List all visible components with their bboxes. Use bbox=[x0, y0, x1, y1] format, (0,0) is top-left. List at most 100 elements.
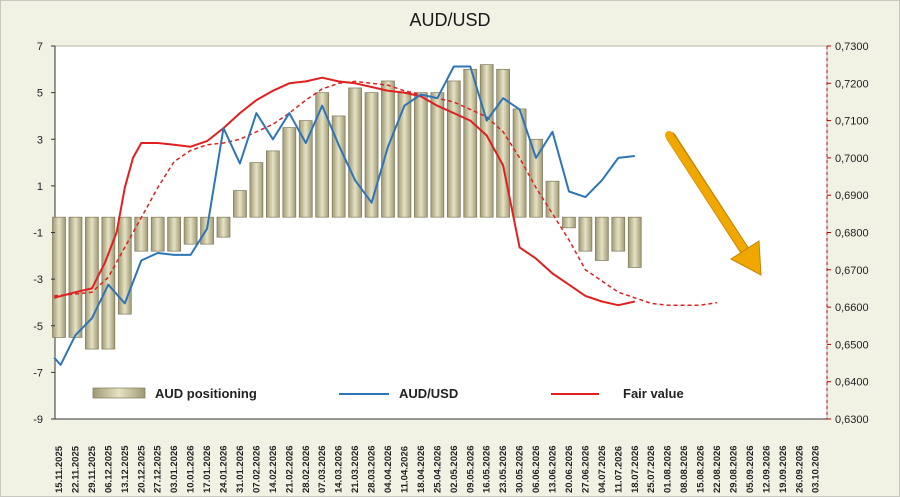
right-tick-label: 0,7100 bbox=[835, 116, 869, 128]
x-tick-label: 23.05.2026 bbox=[498, 445, 509, 493]
x-tick-label: 10.01.2026 bbox=[186, 445, 197, 493]
x-tick-label: 30.05.2026 bbox=[515, 445, 526, 493]
positioning-bar bbox=[627, 216, 642, 268]
positioning-bar bbox=[249, 162, 264, 218]
x-tick-label: 18.07.2026 bbox=[630, 445, 641, 493]
x-tick-label: 08.08.2026 bbox=[679, 445, 690, 493]
x-tick-label: 15.08.2026 bbox=[696, 445, 707, 493]
x-tick-label: 02.05.2026 bbox=[449, 445, 460, 493]
x-tick-label: 19.09.2026 bbox=[778, 445, 789, 493]
positioning-bar bbox=[562, 216, 576, 229]
chart-title: AUD/USD bbox=[409, 10, 490, 30]
positioning-bar bbox=[233, 190, 247, 218]
legend-label-fair-value: Fair value bbox=[623, 386, 684, 401]
legend: AUD positioning AUD/USD Fair value bbox=[92, 386, 684, 401]
x-tick-label: 24.01.2026 bbox=[219, 445, 230, 493]
legend-label-positioning: AUD positioning bbox=[155, 386, 257, 401]
fair-value-line bbox=[53, 76, 636, 307]
x-tick-label: 04.07.2026 bbox=[597, 445, 608, 493]
left-tick-label: -3 bbox=[33, 274, 43, 286]
positioning-bar bbox=[282, 127, 297, 218]
positioning-bar bbox=[167, 216, 181, 252]
x-tick-label: 18.04.2026 bbox=[416, 445, 427, 493]
x-tick-label: 14.03.2026 bbox=[334, 445, 345, 493]
x-tick-label: 13.12.2025 bbox=[120, 445, 131, 493]
arrow-head bbox=[730, 240, 762, 276]
right-tick-label: 0,6600 bbox=[835, 302, 869, 314]
trend-arrow-annotation bbox=[665, 131, 762, 276]
x-tick-label: 06.06.2026 bbox=[531, 445, 542, 493]
legend-label-aud-usd: AUD/USD bbox=[399, 386, 458, 401]
x-tick-label: 15.11.2025 bbox=[54, 445, 65, 493]
arrow-shaft bbox=[665, 131, 747, 252]
x-tick-label: 22.08.2026 bbox=[712, 445, 723, 493]
positioning-bars bbox=[52, 64, 642, 350]
x-tick-label: 28.03.2026 bbox=[367, 445, 378, 493]
positioning-bar bbox=[364, 92, 379, 218]
x-tick-label: 21.02.2026 bbox=[284, 445, 295, 493]
positioning-bar bbox=[266, 150, 280, 218]
x-tick-label: 07.03.2026 bbox=[317, 445, 328, 493]
x-tick-label: 27.06.2026 bbox=[580, 445, 591, 493]
positioning-bar bbox=[545, 180, 560, 218]
left-tick-label: -9 bbox=[33, 414, 43, 426]
positioning-bar bbox=[216, 216, 231, 238]
x-tick-label: 20.12.2025 bbox=[136, 445, 147, 493]
x-tick-label: 03.10.2026 bbox=[811, 445, 822, 493]
right-tick-label: 0,6800 bbox=[835, 228, 869, 240]
positioning-bar bbox=[183, 216, 198, 245]
positioning-bar bbox=[315, 92, 330, 218]
x-tick-label: 14.02.2026 bbox=[268, 445, 279, 493]
positioning-bar bbox=[85, 216, 99, 350]
right-tick-label: 0,6500 bbox=[835, 339, 869, 351]
right-tick-label: 0,6400 bbox=[835, 377, 869, 389]
x-tick-label: 25.04.2026 bbox=[432, 445, 443, 493]
fair-value-dashed-line bbox=[54, 80, 718, 306]
right-tick-label: 0,6900 bbox=[835, 190, 869, 202]
positioning-bar bbox=[414, 92, 428, 218]
x-tick-label: 12.09.2026 bbox=[761, 445, 772, 493]
positioning-bar bbox=[578, 216, 593, 252]
x-tick-label: 11.07.2026 bbox=[613, 446, 624, 493]
positioning-bar bbox=[479, 64, 494, 218]
left-tick-label: 3 bbox=[37, 134, 43, 146]
positioning-bar bbox=[134, 216, 149, 252]
x-tick-label: 07.02.2026 bbox=[251, 445, 262, 493]
x-tick-label: 25.07.2026 bbox=[646, 445, 657, 493]
left-tick-label: 7 bbox=[37, 41, 43, 53]
x-tick-label: 11.04.2026 bbox=[399, 446, 410, 493]
positioning-bar bbox=[101, 216, 116, 350]
x-tick-label: 26.09.2026 bbox=[794, 445, 805, 493]
right-tick-label: 0,7000 bbox=[835, 153, 869, 165]
x-tick-label: 05.09.2026 bbox=[745, 445, 756, 493]
left-tick-label: -5 bbox=[33, 321, 43, 333]
right-tick-label: 0,6300 bbox=[835, 414, 869, 426]
x-tick-label: 29.11.2025 bbox=[87, 445, 98, 493]
positioning-bar bbox=[52, 216, 66, 338]
positioning-bar bbox=[496, 68, 510, 218]
positioning-bar bbox=[331, 115, 346, 218]
x-tick-label: 17.01.2026 bbox=[202, 445, 213, 493]
positioning-bar bbox=[463, 68, 478, 218]
x-tick-label: 29.08.2026 bbox=[728, 445, 739, 493]
x-tick-label: 21.03.2026 bbox=[350, 445, 361, 493]
positioning-bar bbox=[298, 120, 313, 218]
right-tick-label: 0,6700 bbox=[835, 265, 869, 277]
x-tick-label: 06.12.2025 bbox=[103, 445, 114, 493]
x-tick-label: 22.11.2025 bbox=[70, 445, 81, 493]
x-tick-label: 13.06.2026 bbox=[548, 445, 559, 493]
x-tick-label: 01.08.2026 bbox=[663, 445, 674, 493]
left-tick-label: -1 bbox=[33, 228, 43, 240]
x-tick-label: 27.12.2025 bbox=[153, 445, 164, 493]
x-tick-label: 09.05.2026 bbox=[465, 445, 476, 493]
left-tick-labels: 7 5 3 1 -1 -3 -5 -7 -9 bbox=[33, 41, 55, 426]
x-tick-label: 31.01.2026 bbox=[235, 445, 246, 493]
left-tick-label: 5 bbox=[37, 88, 43, 100]
positioning-bar bbox=[529, 138, 543, 218]
positioning-bar bbox=[200, 216, 214, 245]
x-tick-label: 16.05.2026 bbox=[482, 445, 493, 493]
right-tick-label: 0,7200 bbox=[835, 78, 869, 90]
positioning-bar bbox=[348, 87, 362, 218]
